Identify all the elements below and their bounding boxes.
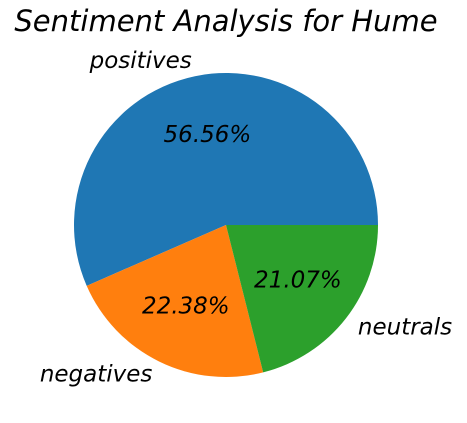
pie-slice-negatives bbox=[86, 225, 264, 377]
slice-label-positives: positives bbox=[89, 48, 192, 74]
pie-slice-positives bbox=[73, 72, 378, 286]
pct-label-negatives: 22.38% bbox=[142, 293, 230, 319]
pct-label-positives: 56.56% bbox=[164, 122, 252, 148]
slice-label-neutrals: neutrals bbox=[358, 314, 452, 340]
pie-labels: positives 56.56% negatives 22.38% neutrals 21… bbox=[40, 48, 452, 388]
pct-label-neutrals: 21.07% bbox=[254, 268, 342, 294]
pie-slice-neutrals bbox=[226, 225, 378, 373]
pie-slices bbox=[73, 72, 378, 377]
slice-label-negatives: negatives bbox=[40, 362, 153, 388]
chart-title: Sentiment Analysis for Hume bbox=[14, 4, 437, 38]
